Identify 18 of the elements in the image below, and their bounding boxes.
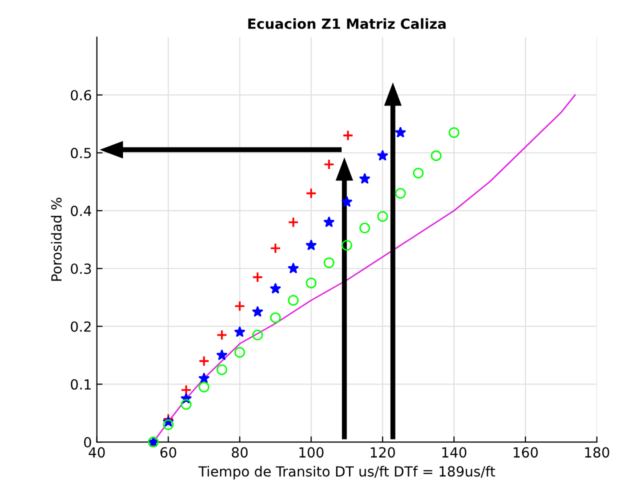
x-tick-label: 80 bbox=[232, 447, 248, 458]
y-tick-label: 0.6 bbox=[70, 90, 92, 100]
x-axis-title: Tiempo de Transito DT us/ft DTf = 189us/ft bbox=[198, 466, 496, 480]
y-tick-label: 0 bbox=[84, 437, 92, 448]
x-tick-label: 140 bbox=[442, 447, 466, 458]
x-tick-label: 40 bbox=[88, 447, 105, 458]
y-axis-title: Porosidad % bbox=[50, 198, 62, 281]
y-tick-label: 0.1 bbox=[70, 379, 91, 390]
y-tick-label: 0.5 bbox=[70, 148, 91, 158]
x-tick-label: 60 bbox=[160, 447, 176, 458]
x-tick-label: 100 bbox=[299, 447, 324, 458]
chart-title: Ecuacion Z1 Matriz Caliza bbox=[248, 18, 446, 29]
x-tick-label: 120 bbox=[370, 447, 395, 458]
y-tick-label: 0.3 bbox=[70, 263, 91, 274]
x-tick-label: 160 bbox=[514, 447, 538, 458]
x-tick-label: 180 bbox=[585, 447, 610, 458]
y-tick-label: 0.2 bbox=[70, 321, 91, 332]
y-tick-label: 0.4 bbox=[70, 206, 92, 216]
